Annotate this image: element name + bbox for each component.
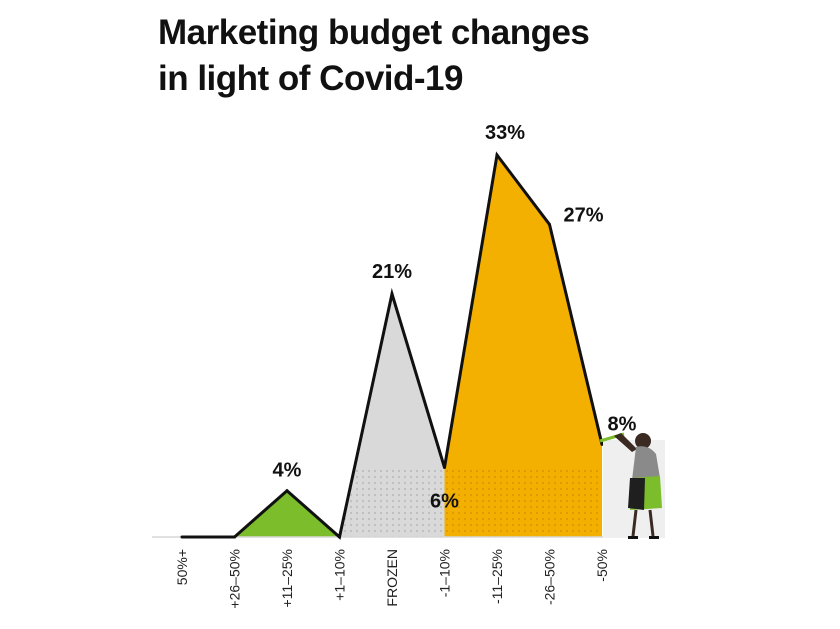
area-segment-increase	[234, 490, 340, 537]
x-tick-label-4: FROZEN	[384, 549, 400, 607]
x-tick-label-8: -50%	[594, 549, 610, 582]
chart-title: Marketing budget changes in light of Cov…	[158, 10, 718, 102]
illustration-woman	[599, 432, 665, 539]
tick-label-layer: 50%+ +26–50% +11–25% +1–10% FROZEN -1–10% -11–…	[174, 549, 610, 609]
chart-title-line-2: in light of Covid-19	[158, 59, 463, 98]
data-label-layer: 4% 21% 6% 33% 27% 8%	[273, 122, 637, 513]
data-point-7	[548, 222, 551, 226]
area-segment-decrease	[444, 155, 602, 537]
texture-layer	[339, 467, 602, 537]
x-tick-label-7: -26–50%	[542, 549, 558, 605]
data-label-8: 8%	[608, 413, 637, 435]
data-label-5: 6%	[430, 491, 459, 513]
texture-frozen	[339, 467, 445, 537]
data-point-3	[338, 535, 341, 539]
line-layer	[180, 151, 604, 540]
data-point-2	[285, 489, 289, 493]
chart-title-line-1: Marketing budget changes	[158, 13, 590, 52]
data-point-8	[600, 442, 604, 446]
data-point-1	[233, 535, 236, 539]
x-tick-label-0: 50%+	[174, 549, 190, 585]
texture-decrease	[444, 467, 602, 537]
data-point-6	[495, 153, 499, 157]
x-tick-label-3: +1–10%	[332, 549, 348, 601]
x-tick-label-5: -1–10%	[437, 549, 453, 597]
data-point-4	[390, 292, 394, 296]
data-point-5	[443, 466, 446, 470]
x-tick-label-6: -11–25%	[489, 549, 505, 604]
data-label-4: 21%	[372, 261, 412, 283]
data-label-2: 4%	[273, 460, 302, 482]
x-tick-label-2: +11–25%	[279, 549, 295, 608]
data-point-0	[180, 535, 184, 539]
data-label-6: 33%	[485, 122, 525, 144]
data-label-7: 27%	[563, 204, 603, 226]
x-tick-label-1: +26–50%	[227, 549, 243, 609]
